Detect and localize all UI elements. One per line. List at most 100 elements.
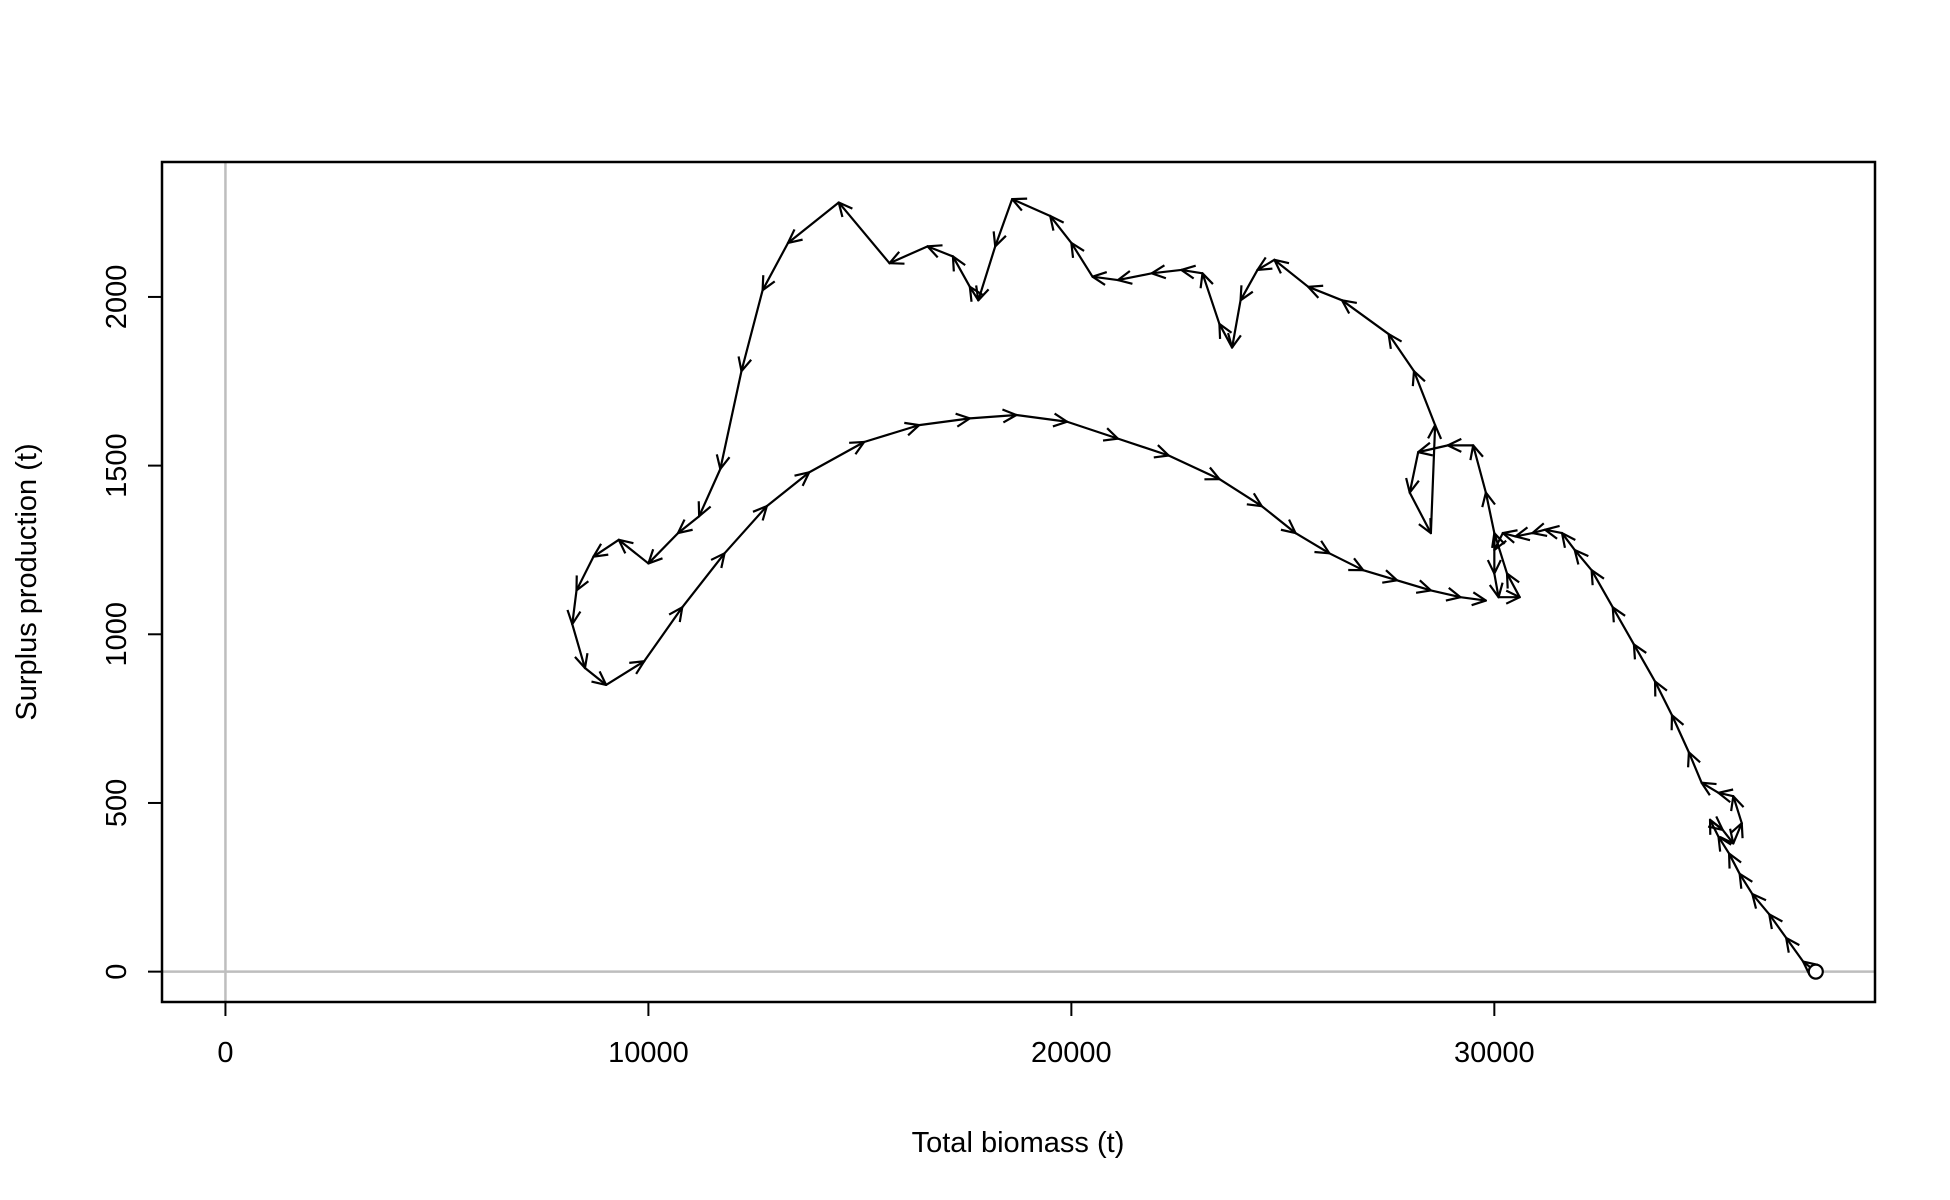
y-tick-label: 2000 xyxy=(101,265,133,330)
trajectory-segment xyxy=(863,424,921,444)
trajectory-segment xyxy=(1670,714,1690,754)
trajectory-segment xyxy=(643,606,684,663)
x-tick-label: 10000 xyxy=(608,1037,689,1069)
trajectory-segment xyxy=(1768,913,1788,940)
trajectory-segment xyxy=(723,504,768,555)
trajectory-segment xyxy=(1573,548,1593,572)
trajectory-segment xyxy=(605,660,646,686)
trajectory-segment xyxy=(1412,370,1437,427)
trajectory-segment xyxy=(1632,643,1657,683)
trajectory-segment xyxy=(676,515,701,535)
trajectory-segment xyxy=(1732,822,1743,845)
trajectory-segment xyxy=(994,198,1014,248)
trajectory-segment xyxy=(575,555,595,592)
trajectory-segment xyxy=(1429,589,1462,599)
trajectory-segment xyxy=(1256,258,1276,272)
trajectory-segment xyxy=(1116,437,1170,457)
arrowhead xyxy=(1246,492,1263,508)
trajectory-segment xyxy=(1472,444,1487,494)
trajectory-segment xyxy=(1417,444,1449,454)
trajectory-segment xyxy=(1708,818,1724,832)
arrowhead xyxy=(1471,591,1487,607)
trajectory-segment xyxy=(1180,268,1204,275)
trajectory-segment xyxy=(1751,892,1771,916)
trajectory-segment xyxy=(1218,478,1263,508)
trajectory-segment xyxy=(1049,214,1073,245)
trajectory-segment xyxy=(740,289,764,373)
arrowhead xyxy=(1700,781,1717,796)
plot-frame xyxy=(160,160,1877,1004)
trajectory-segment xyxy=(1340,299,1390,336)
y-tick-label: 1500 xyxy=(101,433,133,498)
trajectory-segment xyxy=(1230,299,1242,349)
x-tick-label: 30000 xyxy=(1454,1037,1535,1069)
trajectory-segment xyxy=(1717,835,1731,855)
trajectory-segment xyxy=(592,538,620,558)
x-axis-title: Total biomass (t) xyxy=(912,1127,1125,1159)
arrowhead xyxy=(1738,872,1753,889)
trajectory-segment xyxy=(1150,268,1183,275)
trajectory-segment xyxy=(1484,491,1496,535)
trajectory-segment xyxy=(1493,572,1500,599)
x-axis: 0 10000 20000 30000 xyxy=(217,1002,1535,1069)
arrowhead xyxy=(1070,241,1085,258)
endpoint-marker xyxy=(1807,963,1824,980)
trajectory-segment xyxy=(1493,531,1509,575)
trajectory-segment xyxy=(1493,531,1504,552)
trajectory-segment xyxy=(1273,258,1310,288)
trajectory-segment xyxy=(571,623,587,670)
trajectory-segment xyxy=(647,531,680,565)
trajectory-segment xyxy=(1590,569,1614,609)
y-tick-label: 500 xyxy=(101,779,133,827)
trajectory-segment xyxy=(1015,413,1069,423)
reference-lines xyxy=(162,162,1875,1002)
x-tick-label: 0 xyxy=(217,1037,233,1069)
trajectory-segment xyxy=(1116,272,1153,282)
trajectory-segment xyxy=(837,201,891,265)
trajectory-segment xyxy=(1653,680,1674,717)
trajectory-segment xyxy=(1560,531,1576,552)
trajectory-segment xyxy=(1505,572,1521,599)
arrowhead xyxy=(1314,540,1331,555)
trajectory-segment xyxy=(786,201,840,245)
trajectory-segment xyxy=(698,467,722,518)
trajectory-segment xyxy=(1070,241,1094,278)
trajectory-segment xyxy=(1429,424,1437,535)
y-axis: 0 500 1000 1500 2000 xyxy=(101,265,162,980)
y-tick-label: 0 xyxy=(101,964,133,980)
trajectory-segment xyxy=(1785,936,1805,963)
trajectory-segment xyxy=(918,417,971,427)
x-tick-label: 20000 xyxy=(1031,1037,1112,1069)
trajectory-segment xyxy=(1408,491,1432,535)
trajectory-segment xyxy=(1611,606,1636,646)
trajectory-segment xyxy=(888,245,929,265)
trajectory-segment xyxy=(1294,531,1331,555)
arrowhead xyxy=(1387,332,1403,350)
trajectory-segment xyxy=(1732,795,1743,825)
trajectory-segment xyxy=(968,413,1018,420)
trajectory-segment xyxy=(571,589,578,626)
arrowhead xyxy=(1256,256,1273,272)
trajectory-segment xyxy=(1201,272,1221,326)
trajectory-segment xyxy=(1387,332,1416,373)
trajectory-segment xyxy=(583,666,608,686)
trajectory-segment xyxy=(968,285,980,302)
trajectory-segment xyxy=(1408,451,1420,494)
trajectory-segment xyxy=(1700,781,1720,794)
trajectory-segment xyxy=(1721,828,1735,845)
trajectory-segment xyxy=(1395,579,1432,592)
trajectory-segment xyxy=(1091,275,1119,282)
trajectory-segment xyxy=(1328,552,1365,572)
arrowhead xyxy=(629,660,646,675)
trajectory-segment xyxy=(1687,751,1703,784)
trajectory-segment xyxy=(617,538,650,565)
trajectory-segment xyxy=(1514,531,1534,538)
trajectory-segment xyxy=(1727,852,1741,875)
trajectory-segment xyxy=(977,245,997,302)
trajectory-segment xyxy=(1738,872,1754,896)
trajectory-segment xyxy=(1459,596,1487,602)
trajectory-segment xyxy=(1167,454,1221,481)
trajectory-segment xyxy=(808,440,866,474)
trajectory-segment xyxy=(1543,528,1564,535)
